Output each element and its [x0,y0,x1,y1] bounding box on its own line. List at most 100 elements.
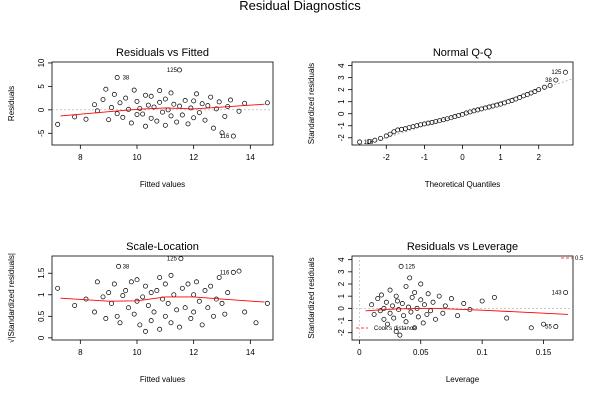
residuals-vs-leverage-point [390,303,395,309]
scale-location-point [185,281,191,287]
scale-location-point [131,311,137,317]
residuals-vs-leverage-cooks-legend-label: Cook's distance [374,326,417,332]
scale-location-point [225,290,231,296]
residuals-vs-leverage-point [393,329,399,334]
residuals-vs-leverage-point [449,296,454,302]
residuals-vs-fitted-point [143,123,148,129]
residuals-vs-fitted-point [264,100,270,106]
scale-location-point [211,313,216,319]
scale-location-point [106,290,112,296]
scale-location-y-tick-label: 0.5 [37,310,46,322]
residuals-vs-leverage-point-label: 55 [545,325,552,331]
residuals-vs-leverage-point [379,292,384,298]
normal-qq-y-axis-label: Standardized residuals [307,63,316,144]
scale-location-point [151,309,157,315]
scale-location-point-label: 116 [220,270,230,276]
residuals-vs-leverage-point [394,298,400,304]
residuals-vs-fitted-point [103,86,109,92]
residuals-vs-leverage-point [412,325,418,331]
residuals-vs-fitted-point-label: 116 [220,134,230,140]
scale-location-point [148,290,154,296]
residuals-vs-leverage-y-tick-label: 0 [337,306,346,311]
scale-location-point [205,305,211,311]
residuals-vs-leverage-y-tick-label: -1 [337,316,346,324]
residuals-vs-fitted-y-tick-label: 0 [37,107,46,112]
residuals-vs-fitted-point [143,92,148,98]
residuals-vs-leverage-point [442,303,448,309]
normal-qq-point [357,139,363,145]
residuals-vs-fitted-point [216,99,222,105]
scale-location-point [117,320,123,326]
residuals-vs-fitted-point [117,100,123,106]
residuals-vs-fitted-point [140,111,146,117]
normal-qq-plot-area [357,69,573,145]
scale-location-point [143,283,148,289]
residuals-vs-leverage-point [428,308,434,314]
normal-qq-y-tick-label: 2 [337,87,346,92]
residuals-vs-fitted-point [182,98,188,103]
residuals-vs-leverage-point [425,291,431,297]
residuals-vs-fitted-point [188,105,194,111]
residuals-vs-leverage-point [399,301,405,306]
residuals-vs-leverage-y-tick-label: 4 [337,257,346,262]
scale-location-point [222,311,228,317]
residuals-vs-fitted-point [120,114,126,120]
residuals-vs-leverage-y-axis-label: Standardized residuals [307,257,316,338]
scale-location-point [109,300,114,306]
residuals-vs-fitted-point [205,103,211,109]
normal-qq-point [378,135,384,141]
residuals-vs-fitted-point [211,125,216,131]
residuals-vs-leverage-point [418,281,424,287]
residuals-vs-fitted-point [194,91,199,97]
residuals-vs-fitted-point [191,98,197,104]
scale-location-point [168,272,174,278]
normal-qq-point-label: 38 [545,78,552,84]
residuals-vs-leverage-y-tick-label: 2 [337,281,346,286]
residuals-vs-fitted-point [134,112,140,117]
residuals-vs-leverage-plot-area [352,256,573,340]
residuals-vs-fitted-point [162,96,168,102]
residuals-vs-fitted-point [151,104,157,110]
scale-location-point [137,322,143,328]
residuals-vs-fitted-point [236,108,242,114]
residuals-vs-leverage-point [436,293,442,299]
residuals-vs-fitted-point [137,105,143,111]
scale-location-point [199,322,205,328]
residuals-vs-leverage-point [381,305,387,311]
residuals-vs-leverage-point [455,313,461,319]
scale-location-point [202,288,208,293]
scale-location-y-tick-label: 1 [37,292,46,297]
scale-location-point [219,300,225,306]
normal-qq-y-tick-label: -1 [337,122,346,130]
scale-location-point [72,303,78,308]
residuals-vs-leverage-point [461,301,467,306]
normal-qq-point [547,83,553,88]
normal-qq-x-tick-label: 1 [498,153,503,162]
residuals-vs-leverage-x-axis-label: Leverage [446,375,480,384]
residuals-vs-leverage-point-label: 125 [405,264,416,270]
scale-location-point [168,320,174,326]
scale-location-point [177,324,182,330]
residuals-vs-fitted-x-axis-label: Fitted values [140,180,185,189]
residuals-vs-leverage-panel: Residuals vs Leverage Leverage Standardize… [307,241,584,384]
residuals-vs-fitted-point [222,113,228,119]
scale-location-point [128,279,134,285]
scale-location-y-axis-label: √|Standardized residuals| [7,253,16,343]
residuals-vs-fitted-point [177,67,182,73]
scale-location-point-label: 125 [167,257,178,263]
residuals-vs-fitted-point [160,109,165,115]
residuals-vs-fitted-point [219,130,225,136]
normal-qq-point [383,133,389,139]
residuals-vs-fitted-y-tick-label: 5 [37,84,46,89]
scale-location-smoother-line [60,296,265,303]
scale-location-x-tick-label: 14 [246,348,255,357]
residuals-vs-leverage-point [541,321,546,327]
normal-qq-y-tick-label: 3 [337,75,346,80]
residuals-vs-fitted-title: Residuals vs Fitted [116,47,209,59]
scale-location-point [120,293,126,299]
scale-location-point [216,275,222,280]
residuals-vs-fitted-point [114,75,120,80]
residuals-vs-leverage-point [491,294,497,300]
residuals-vs-fitted-point [179,112,185,118]
normal-qq-point [553,77,559,83]
